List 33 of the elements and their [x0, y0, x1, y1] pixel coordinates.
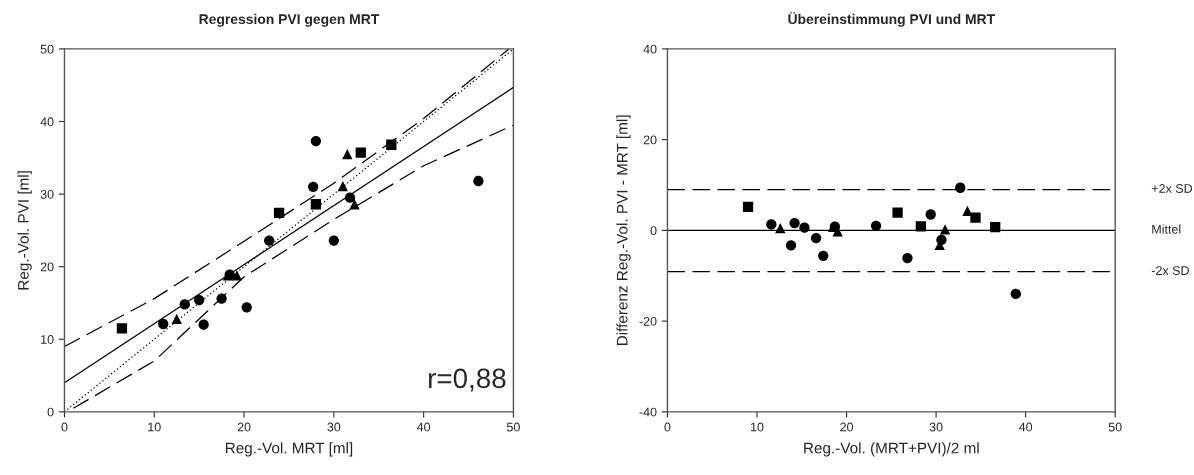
y-axis-title: Differenz Reg.-Vol. PVI - MRT [ml]: [616, 115, 631, 346]
x-tick-label: 20: [237, 422, 251, 432]
x-tick-label: 0: [61, 422, 68, 432]
y-tick-label: 40: [40, 117, 54, 127]
x-tick-label: 40: [416, 422, 431, 432]
y-tick-label: 50: [40, 44, 54, 54]
ref-line-label: +2x SD: [1151, 184, 1193, 193]
ref-line-label: -2x SD: [1151, 266, 1189, 276]
y-tick-label: 30: [40, 189, 54, 199]
x-tick-label: 30: [929, 422, 943, 432]
y-axis-title: Reg.-Vol. PVI [ml]: [17, 171, 32, 290]
y-tick-label: 20: [40, 262, 54, 272]
x-axis-title: Reg.-Vol. MRT [ml]: [225, 442, 353, 457]
y-tick-label: -40: [639, 407, 657, 417]
y-tick-label: 20: [643, 135, 657, 145]
x-axis-title: Reg.-Vol. (MRT+PVI)/2 ml: [804, 442, 979, 457]
y-tick-label: -20: [639, 316, 657, 326]
x-tick-label: 10: [148, 422, 161, 432]
x-tick-label: 50: [506, 422, 520, 432]
ref-line-label: Mittel: [1152, 224, 1181, 234]
y-tick-label: 0: [650, 226, 657, 236]
y-tick-label: 10: [41, 335, 54, 344]
y-tick-label: 40: [643, 44, 657, 54]
annotation: r=0,88: [429, 368, 506, 392]
chart-title: Regression PVI gegen MRT: [199, 13, 380, 27]
x-tick-label: 40: [1018, 422, 1033, 432]
x-tick-label: 10: [751, 422, 764, 432]
x-tick-label: 50: [1108, 422, 1122, 432]
chart-title: Übereinstimmung PVI und MRT: [788, 12, 995, 27]
x-tick-label: 0: [664, 422, 671, 432]
x-tick-label: 20: [840, 422, 854, 432]
x-tick-label: 30: [327, 422, 341, 432]
y-tick-label: 0: [47, 407, 54, 417]
